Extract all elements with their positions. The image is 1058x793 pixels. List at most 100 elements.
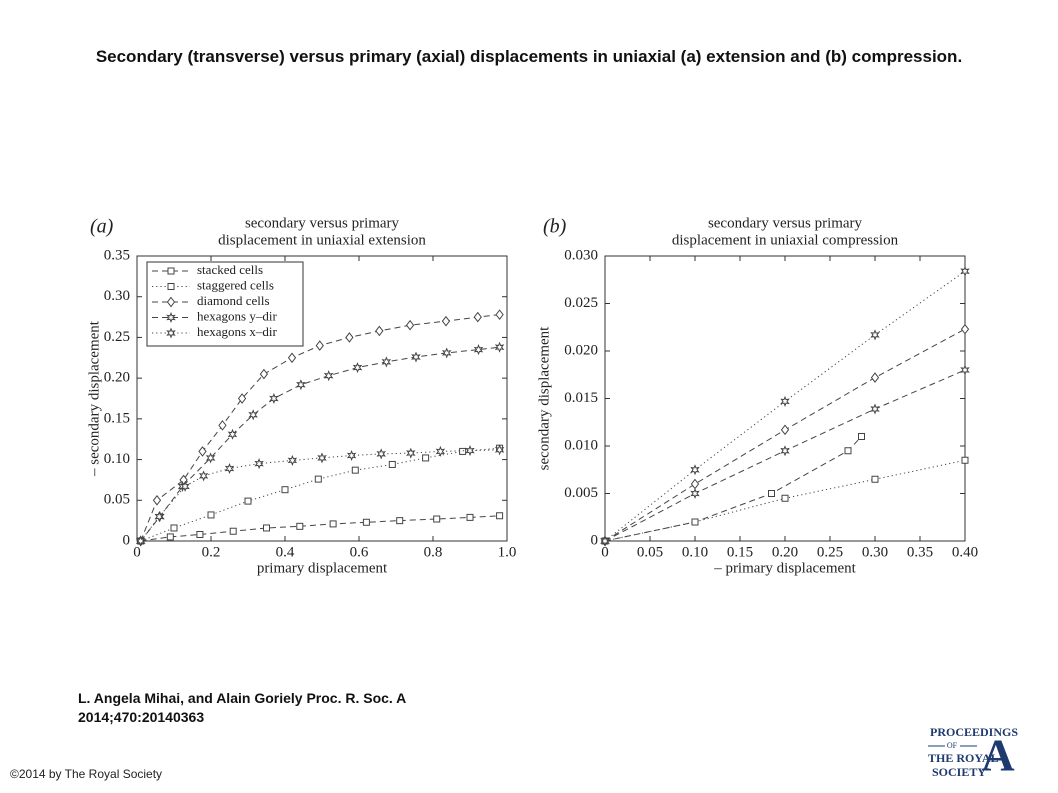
y-tick-label: 0.005 — [564, 485, 598, 501]
marker — [207, 511, 215, 519]
marker — [466, 513, 474, 521]
marker — [166, 296, 176, 308]
marker — [405, 319, 415, 331]
marker — [224, 462, 235, 475]
marker — [495, 309, 504, 320]
plot-frame — [136, 255, 508, 542]
copyright: ©2014 by The Royal Society — [10, 767, 163, 781]
marker — [329, 520, 337, 528]
marker — [229, 527, 237, 535]
marker — [317, 452, 327, 464]
marker — [690, 464, 700, 476]
marker — [780, 445, 790, 457]
marker — [435, 445, 446, 457]
marker — [691, 518, 699, 526]
y-tick-label: 0.020 — [564, 342, 598, 358]
x-tick-label: 0.35 — [907, 544, 933, 560]
marker — [323, 370, 334, 382]
y-tick-label: 0.030 — [564, 247, 598, 263]
x-tick-label: 0.2 — [202, 544, 221, 560]
marker — [768, 490, 775, 497]
marker — [345, 332, 354, 343]
marker — [248, 409, 258, 421]
marker — [180, 480, 190, 492]
chart-title: displacement in uniaxial compression — [672, 232, 899, 248]
logo-text: THE ROYAL — [928, 751, 999, 765]
marker — [259, 368, 269, 380]
series-line — [140, 515, 500, 542]
marker — [441, 347, 452, 359]
marker — [473, 344, 484, 356]
marker — [170, 524, 178, 532]
marker — [375, 325, 384, 337]
x-tick-label: 0 — [601, 544, 609, 560]
marker — [198, 470, 209, 482]
x-axis-label: – primary displacement — [713, 560, 856, 576]
marker — [167, 267, 175, 275]
marker — [388, 460, 396, 468]
y-tick-label: 0.05 — [104, 492, 130, 508]
marker — [352, 362, 363, 374]
marker — [494, 444, 505, 456]
x-tick-label: 0 — [133, 544, 141, 560]
marker — [780, 424, 790, 436]
y-tick-label: 0.025 — [564, 295, 598, 311]
slide-title: Secondary (transverse) versus primary (a… — [95, 47, 963, 66]
x-tick-label: 0.6 — [350, 544, 369, 560]
marker — [473, 311, 482, 323]
y-tick-label: 0.10 — [104, 451, 130, 467]
y-tick-label: 0.15 — [104, 410, 130, 426]
citation: L. Angela Mihai, and Alain Goriely Proc.… — [78, 690, 407, 706]
marker — [690, 487, 700, 500]
x-axis-label: primary displacement — [257, 560, 388, 576]
marker — [269, 392, 279, 405]
marker — [244, 497, 252, 505]
y-tick-label: 0.25 — [104, 329, 130, 345]
marker — [465, 445, 475, 457]
y-tick-label: 0 — [123, 532, 131, 548]
marker — [135, 535, 146, 547]
marker — [296, 522, 304, 530]
marker — [422, 454, 430, 462]
panel-label: (b) — [543, 216, 567, 238]
marker — [960, 323, 970, 335]
marker — [351, 466, 359, 474]
marker — [167, 283, 175, 290]
marker — [315, 340, 324, 351]
marker — [154, 511, 164, 523]
marker — [433, 515, 441, 523]
y-axis-label: secondary displacement — [536, 326, 552, 471]
x-tick-label: 0.25 — [817, 544, 843, 560]
x-tick-label: 0.15 — [727, 544, 753, 560]
marker — [411, 351, 421, 363]
logo: PROCEEDINGS OF THE ROYAL SOCIETY A — [928, 725, 1018, 781]
y-tick-label: 0.015 — [564, 390, 598, 406]
marker — [870, 329, 880, 341]
marker — [961, 456, 969, 464]
marker — [166, 327, 176, 339]
marker — [780, 395, 790, 407]
marker — [287, 352, 297, 364]
marker — [406, 447, 416, 459]
marker — [205, 452, 216, 464]
chart-title: secondary versus primary — [708, 215, 863, 231]
y-tick-label: 0.010 — [564, 437, 598, 453]
marker — [781, 494, 789, 502]
legend-label: stacked cells — [197, 262, 263, 277]
panel-label: (a) — [90, 216, 114, 238]
marker — [218, 420, 227, 431]
marker — [287, 454, 298, 466]
x-tick-label: 0.40 — [952, 544, 978, 560]
marker — [237, 393, 247, 404]
marker — [227, 428, 238, 440]
marker — [166, 311, 176, 324]
marker — [494, 341, 505, 353]
x-tick-label: 1.0 — [498, 544, 517, 560]
marker — [346, 449, 357, 462]
marker — [870, 403, 880, 415]
series-line — [140, 346, 500, 542]
logo-text: SOCIETY — [932, 765, 986, 779]
marker — [296, 379, 306, 391]
legend-label: hexagons x–dir — [197, 324, 277, 339]
marker — [690, 478, 700, 490]
